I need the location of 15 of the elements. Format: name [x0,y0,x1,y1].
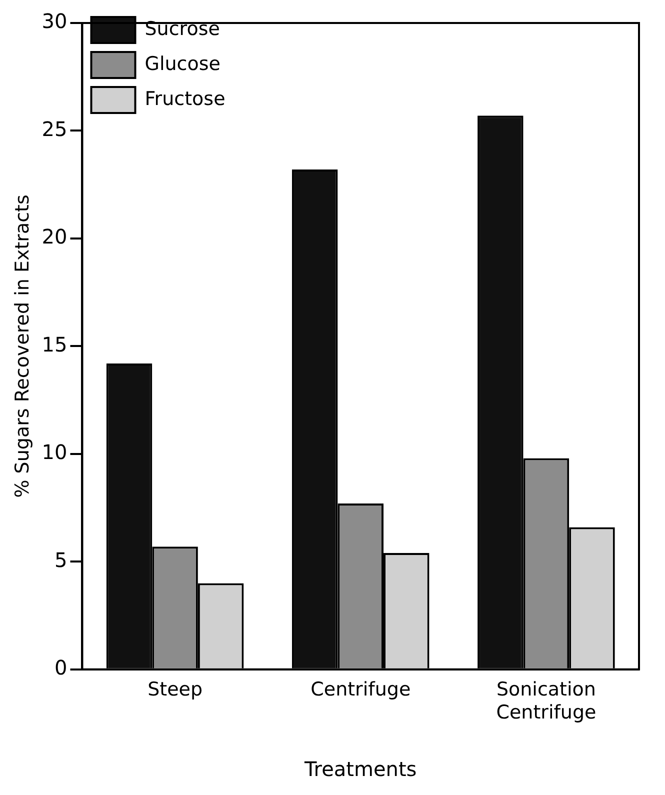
x-tick-label: Steep [148,678,203,701]
y-tick-label: 15 [42,332,68,356]
x-tick-label: Sonication Centrifuge [496,678,596,724]
x-tick-label: Centrifuge [310,678,411,701]
y-axis-title: % Sugars Recovered in Extracts [11,194,34,498]
x-axis-title: Treatments [304,757,417,782]
y-tick-label: 30 [42,9,68,34]
y-tick-label: 0 [54,656,68,680]
y-tick-label: 20 [42,224,68,249]
legend-label: Sucrose [144,18,220,40]
y-tick-label: 5 [54,548,68,572]
legend-label: Fructose [144,88,226,110]
y-tick-label: 25 [42,116,68,141]
y-tick-label: 10 [42,440,68,464]
legend-label: Glucose [144,52,220,75]
